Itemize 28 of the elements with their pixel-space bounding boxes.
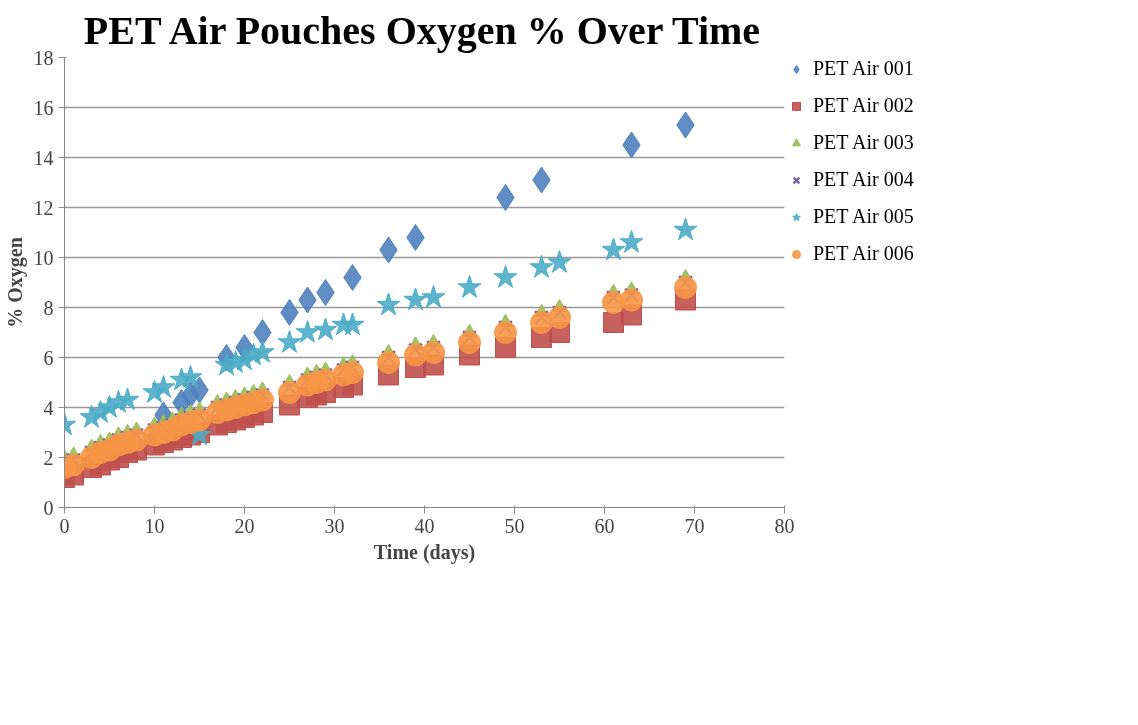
y-tick-label: 8 — [43, 296, 54, 319]
legend-label: PET Air 001 — [813, 57, 914, 80]
chart-title: PET Air Pouches Oxygen % Over Time — [83, 7, 761, 53]
x-tick-label: 50 — [504, 514, 525, 537]
y-tick-label: 2 — [43, 446, 54, 469]
y-tick-label: 10 — [33, 246, 54, 269]
x-axis-title: Time (days) — [373, 540, 476, 564]
x-tick-label: 60 — [594, 514, 615, 537]
y-tick-label: 12 — [33, 196, 54, 219]
x-tick-label: 70 — [684, 514, 705, 537]
legend-label: PET Air 002 — [813, 94, 914, 117]
y-tick-label: 6 — [43, 346, 54, 369]
x-tick-label: 40 — [414, 514, 435, 537]
y-axis-title: % Oxygen — [3, 237, 27, 328]
y-tick-label: 14 — [33, 146, 54, 169]
y-tick-label: 4 — [43, 396, 54, 419]
y-tick-label: 16 — [33, 96, 54, 119]
y-tick-label: 18 — [33, 46, 54, 69]
legend-label: PET Air 006 — [813, 242, 914, 265]
x-tick-label: 80 — [774, 514, 795, 537]
legend-label: PET Air 004 — [813, 168, 914, 191]
x-tick-label: 20 — [234, 514, 255, 537]
legend-label: PET Air 003 — [813, 131, 914, 154]
x-tick-label: 30 — [324, 514, 345, 537]
y-tick-label: 0 — [43, 496, 54, 519]
x-tick-label: 10 — [144, 514, 165, 537]
legend-label: PET Air 005 — [813, 205, 914, 228]
x-tick-label: 0 — [59, 514, 70, 537]
